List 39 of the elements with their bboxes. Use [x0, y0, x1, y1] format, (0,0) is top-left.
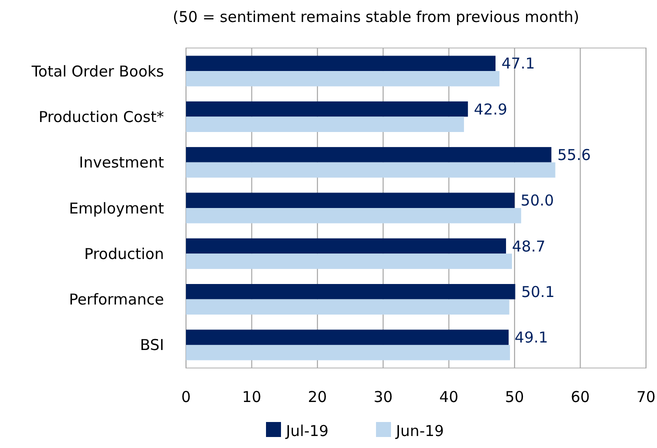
y-tick-label: Employment: [68, 199, 164, 218]
y-tick-label: Total Order Books: [30, 62, 164, 80]
y-tick-label: BSI: [140, 336, 164, 354]
bar: [186, 71, 500, 86]
bar: [186, 56, 496, 72]
data-label: 49.1: [514, 328, 548, 347]
legend-label: Jul-19: [285, 422, 329, 440]
bar: [186, 344, 510, 360]
bar: [186, 101, 468, 117]
y-tick-label: Performance: [68, 290, 164, 309]
x-tick-label: 40: [439, 388, 458, 406]
x-tick-label: 60: [570, 388, 590, 406]
bar: [186, 238, 506, 254]
chart-title: (50 = sentiment remains stable from previous month): [172, 8, 580, 26]
data-label: 48.7: [512, 237, 546, 256]
bar: [186, 116, 464, 132]
data-label: 42.9: [474, 100, 508, 118]
bar: [186, 162, 556, 178]
bar: [186, 254, 512, 269]
y-tick-label: Investment: [79, 154, 164, 172]
legend-label: Jun-19: [395, 422, 444, 440]
bar: [186, 284, 516, 300]
bar: [186, 299, 510, 315]
data-label: 55.6: [557, 146, 591, 164]
x-tick-label: 20: [308, 388, 327, 406]
x-tick-label: 50: [505, 388, 524, 406]
data-label: 50.1: [521, 282, 555, 301]
bar: [186, 208, 522, 224]
y-tick-label: Production: [84, 244, 164, 263]
bar: [186, 147, 552, 162]
x-tick-label: 0: [181, 388, 191, 406]
data-label: 50.0: [520, 192, 554, 210]
x-tick-label: 30: [374, 388, 393, 406]
bar: [186, 330, 509, 345]
x-tick-label: 10: [242, 388, 262, 406]
x-tick-label: 70: [636, 388, 656, 406]
bar: [186, 192, 515, 208]
data-label: 47.1: [502, 54, 535, 73]
y-tick-label: Production Cost*: [38, 108, 164, 126]
